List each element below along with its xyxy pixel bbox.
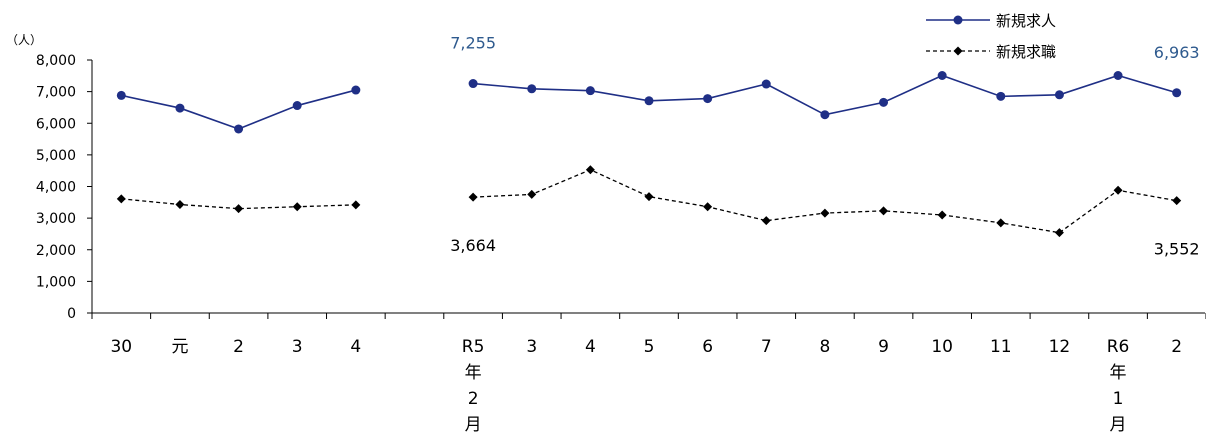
data-point bbox=[937, 70, 947, 80]
data-point bbox=[644, 96, 654, 106]
data-point bbox=[1113, 185, 1123, 195]
x-tick-label: 4 bbox=[585, 337, 596, 357]
x-tick-label: 7 bbox=[761, 337, 772, 357]
x-tick-label: 8 bbox=[819, 337, 830, 357]
x-tick-label: 月 bbox=[1110, 415, 1127, 435]
x-tick-label: 9 bbox=[878, 337, 889, 357]
data-label: 3,552 bbox=[1154, 240, 1200, 259]
x-tick-label: R6 bbox=[1107, 337, 1130, 357]
y-tick-label: 1,000 bbox=[36, 274, 76, 290]
data-point bbox=[1172, 196, 1182, 206]
data-point bbox=[1172, 88, 1182, 98]
data-point bbox=[585, 86, 595, 96]
x-tick-label: 2 bbox=[233, 337, 244, 357]
x-tick-label: 3 bbox=[292, 337, 303, 357]
data-point bbox=[116, 194, 126, 204]
y-axis-ticks: 0 1,000 2,000 3,000 4,000 5,000 6,000 7,000 8,00… bbox=[36, 53, 92, 322]
series-line bbox=[473, 169, 1177, 234]
x-tick-label: 5 bbox=[644, 337, 655, 357]
y-tick-label: 2,000 bbox=[36, 243, 76, 259]
y-tick-label: 0 bbox=[67, 306, 76, 322]
data-point bbox=[527, 189, 537, 199]
data-point bbox=[761, 79, 771, 89]
x-tick-label: 11 bbox=[990, 337, 1012, 357]
data-point bbox=[953, 15, 963, 25]
data-point bbox=[1054, 228, 1064, 238]
x-tick-label: 4 bbox=[350, 337, 361, 357]
data-point bbox=[1113, 70, 1123, 80]
data-point bbox=[937, 210, 947, 220]
data-point bbox=[820, 208, 830, 218]
data-point bbox=[175, 103, 185, 113]
x-tick-label: 30 bbox=[110, 337, 132, 357]
y-tick-label: 7,000 bbox=[36, 85, 76, 101]
data-point bbox=[820, 110, 830, 120]
x-tick-label: 3 bbox=[526, 337, 537, 357]
x-axis-ticks: 30 元 2 3 4 R5 年 2 月 3 4 5 6 7 8 9 10 11 12 R6 年 1 月 2 bbox=[91, 313, 1206, 435]
data-point bbox=[585, 165, 595, 175]
data-point bbox=[953, 46, 963, 56]
data-label: 6,963 bbox=[1154, 43, 1200, 62]
data-point bbox=[351, 85, 361, 95]
series-group bbox=[116, 70, 1182, 238]
y-axis-unit-label: （人） bbox=[6, 33, 42, 47]
data-point bbox=[703, 94, 713, 104]
x-tick-label: 2 bbox=[1171, 337, 1182, 357]
x-tick-label: 10 bbox=[931, 337, 953, 357]
y-tick-label: 3,000 bbox=[36, 211, 76, 227]
series-line bbox=[121, 89, 357, 130]
legend-label: 新規求職 bbox=[996, 43, 1056, 61]
data-point bbox=[468, 192, 478, 202]
data-point bbox=[527, 84, 537, 94]
data-point bbox=[116, 90, 126, 100]
data-point bbox=[996, 91, 1006, 101]
data-point bbox=[234, 124, 244, 134]
series-1 bbox=[116, 70, 1182, 134]
y-tick-label: 8,000 bbox=[36, 53, 76, 69]
data-label: 3,664 bbox=[450, 236, 496, 255]
series-2 bbox=[116, 165, 1182, 238]
x-tick-label: 1 bbox=[1113, 389, 1124, 409]
data-point bbox=[292, 202, 302, 212]
data-point bbox=[879, 206, 889, 216]
x-tick-label: 2 bbox=[468, 389, 479, 409]
data-point bbox=[468, 79, 478, 89]
data-point bbox=[703, 202, 713, 212]
y-tick-label: 4,000 bbox=[36, 180, 76, 196]
series-line bbox=[473, 74, 1177, 116]
y-tick-label: 5,000 bbox=[36, 148, 76, 164]
data-point bbox=[292, 101, 302, 111]
data-labels: 7,255 6,963 3,664 3,552 bbox=[450, 34, 1199, 259]
data-point bbox=[175, 200, 185, 210]
x-tick-label: 6 bbox=[702, 337, 713, 357]
data-point bbox=[761, 216, 771, 226]
x-tick-label: 元 bbox=[171, 337, 188, 357]
legend-label: 新規求人 bbox=[996, 12, 1056, 30]
data-label: 7,255 bbox=[450, 34, 496, 53]
data-point bbox=[879, 97, 889, 107]
data-point bbox=[996, 218, 1006, 228]
data-point bbox=[1054, 90, 1064, 100]
y-tick-label: 6,000 bbox=[36, 116, 76, 132]
x-tick-label: R5 bbox=[462, 337, 485, 357]
x-tick-label: 年 bbox=[465, 363, 482, 383]
x-tick-label: 12 bbox=[1049, 337, 1071, 357]
x-tick-label: 年 bbox=[1110, 363, 1127, 383]
x-tick-label: 月 bbox=[465, 415, 482, 435]
data-point bbox=[644, 192, 654, 202]
data-point bbox=[234, 204, 244, 214]
data-point bbox=[351, 200, 361, 210]
